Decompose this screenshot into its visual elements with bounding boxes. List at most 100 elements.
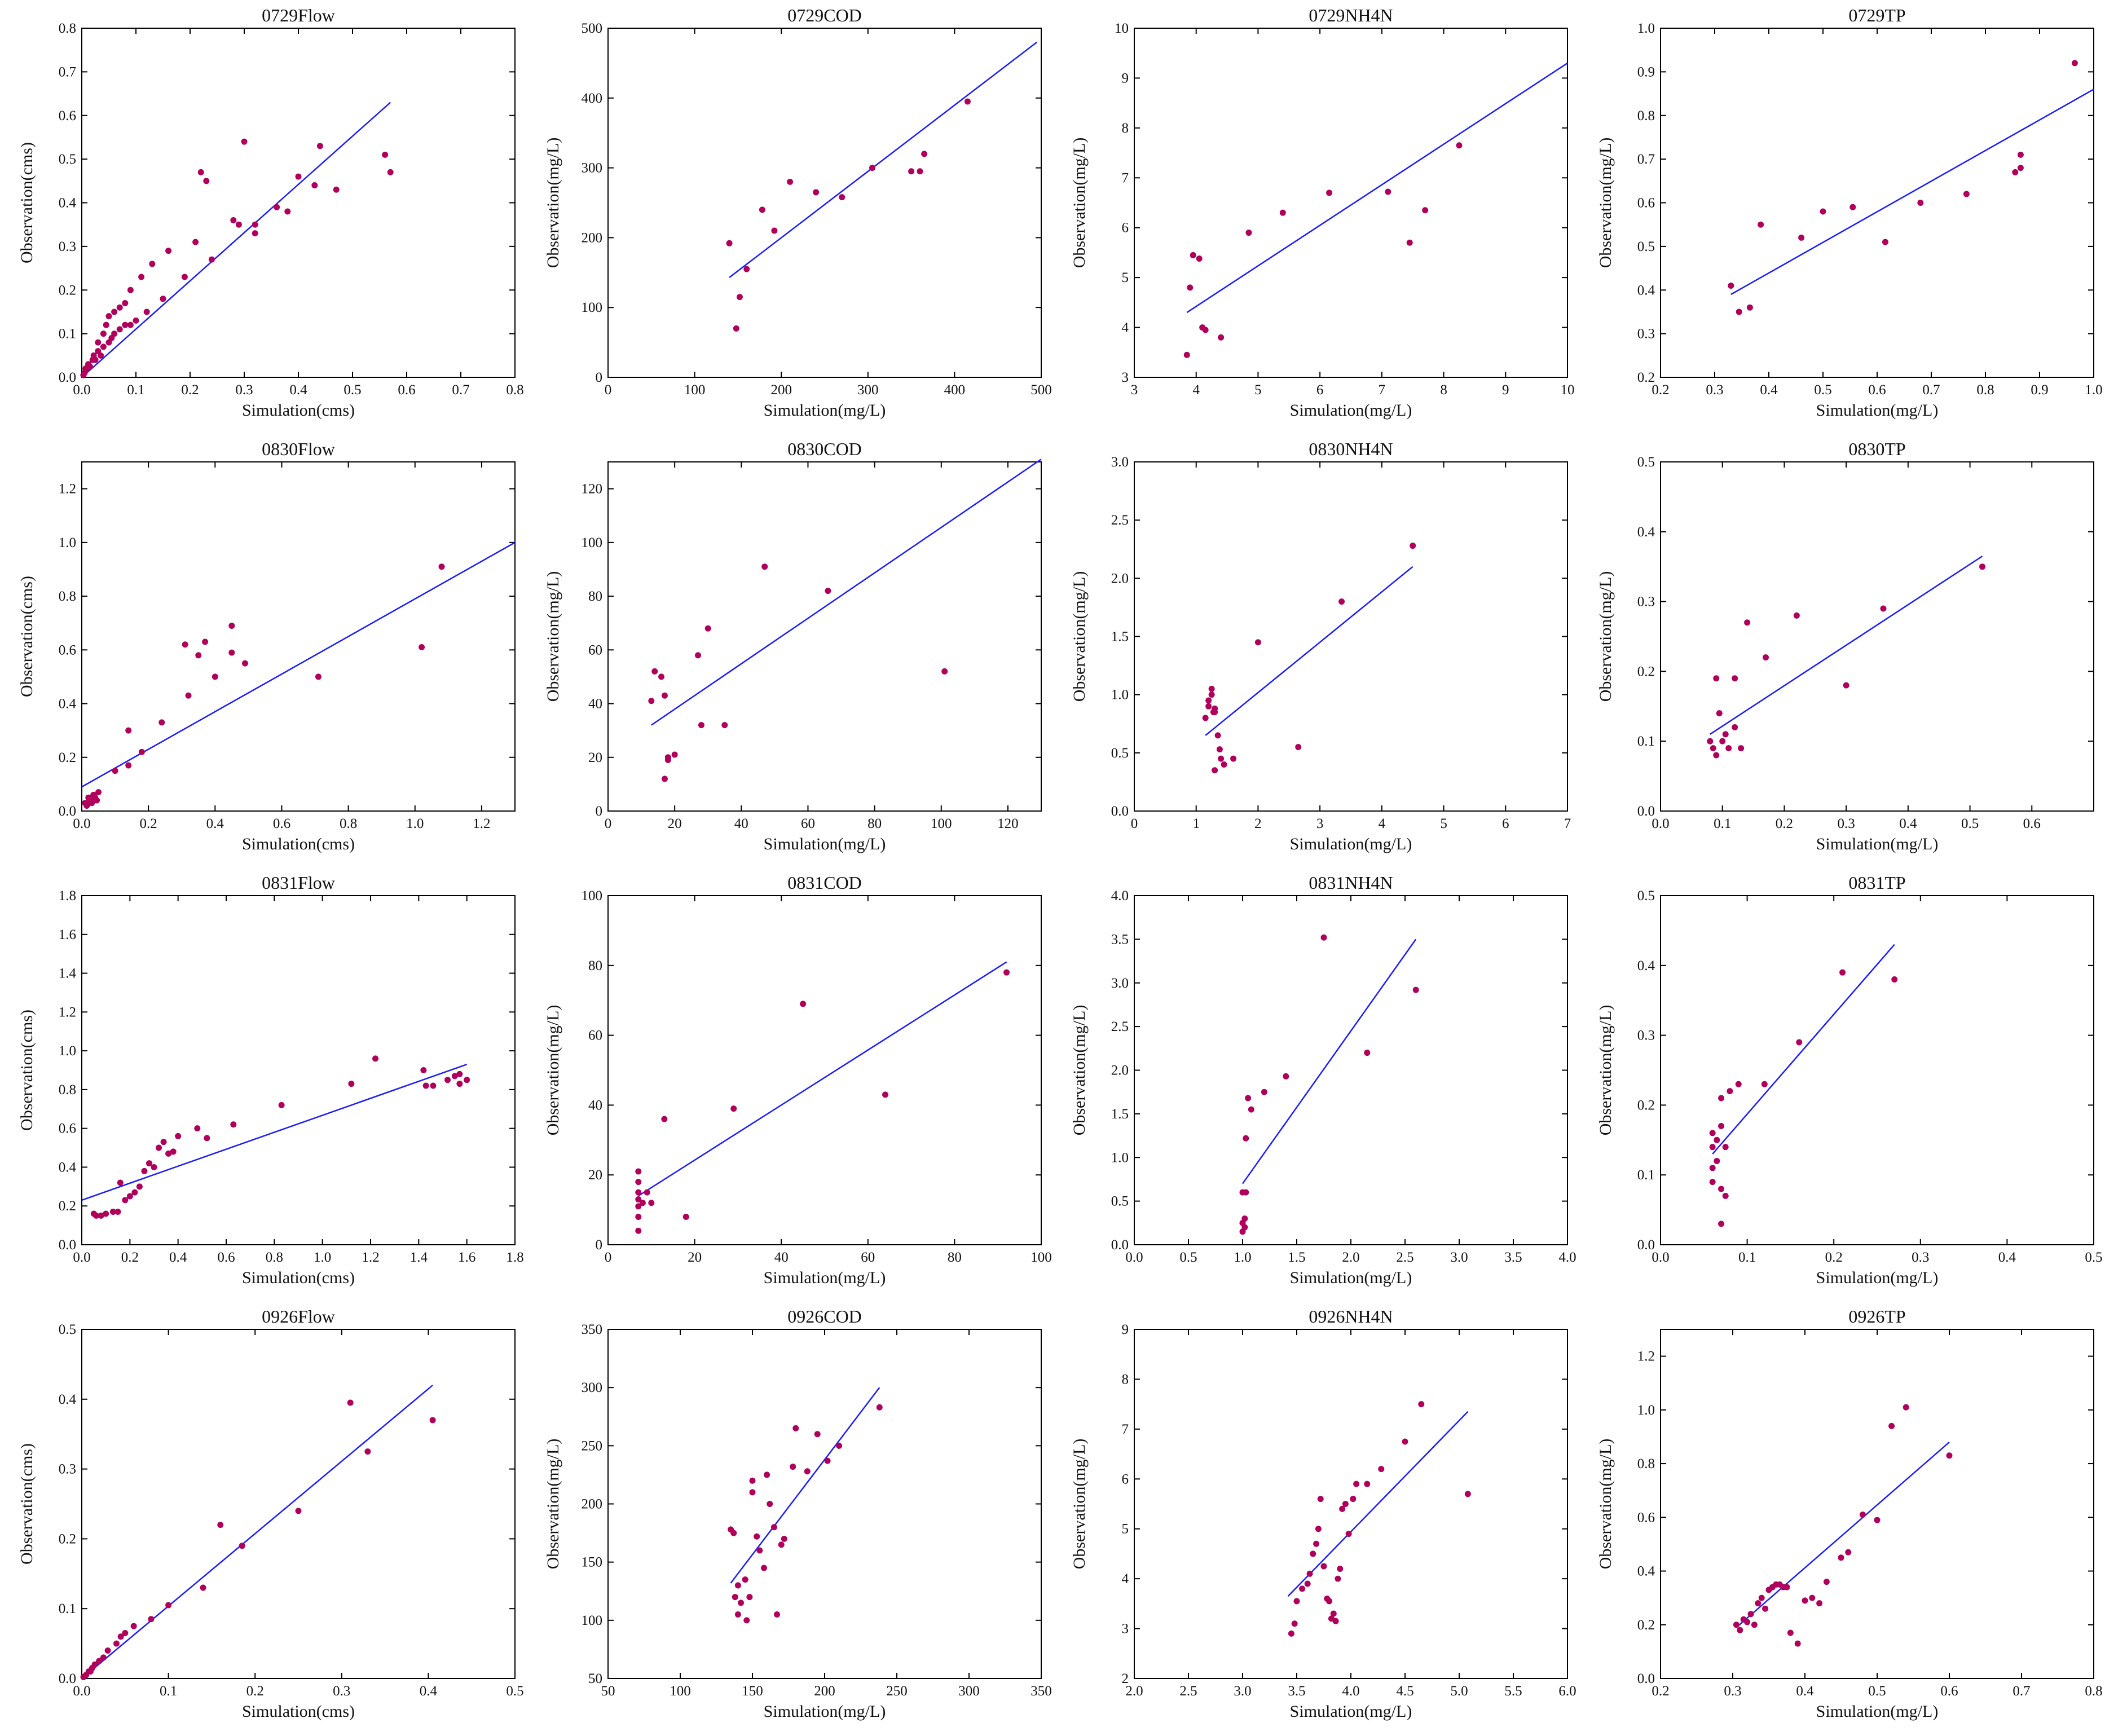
data-point	[103, 1210, 109, 1217]
x-tick-label: 150	[742, 1684, 763, 1699]
data-point	[1208, 685, 1215, 692]
x-tick-label: 0.0	[73, 816, 90, 831]
data-point	[1212, 767, 1218, 774]
plot-frame	[81, 28, 516, 378]
x-axis-label: Simulation(mg/L)	[1816, 1268, 1939, 1287]
data-point	[658, 673, 665, 680]
x-tick-label: 0.8	[340, 816, 357, 831]
data-point	[1330, 1610, 1337, 1617]
y-tick-label: 250	[582, 1438, 603, 1453]
y-tick-label: 4.0	[1111, 888, 1129, 904]
x-tick-label: 0	[605, 1250, 612, 1265]
data-point	[1306, 1570, 1313, 1577]
data-point	[778, 1541, 785, 1548]
data-point	[1762, 1605, 1769, 1612]
data-point	[698, 722, 704, 729]
x-tick-label: 0.4	[1899, 816, 1917, 831]
data-point	[1751, 1622, 1758, 1628]
x-tick-label: 3	[1131, 382, 1138, 398]
plot-frame	[1660, 461, 2094, 812]
data-point	[1339, 1505, 1346, 1512]
y-tick-label: 9	[1122, 71, 1129, 86]
y-tick-label: 5	[1122, 1522, 1129, 1537]
data-point	[126, 1193, 133, 1200]
y-axis-label: Observation(mg/L)	[1070, 1439, 1089, 1570]
data-point	[96, 1658, 103, 1664]
y-tick-label: 1.2	[59, 1004, 76, 1020]
data-point	[422, 1082, 429, 1089]
chart-title: 0729NH4N	[1309, 5, 1393, 25]
y-tick-label: 0.4	[59, 1160, 77, 1175]
y-tick-label: 7	[1122, 1422, 1129, 1437]
y-tick-label: 0.0	[59, 370, 76, 385]
data-point	[876, 1404, 883, 1411]
x-tick-label: 1.5	[1288, 1250, 1305, 1265]
data-point	[138, 748, 145, 755]
data-point	[230, 1121, 237, 1128]
chart-title: 0831Flow	[262, 873, 335, 893]
y-tick-label: 0.9	[1637, 64, 1655, 80]
data-point	[1716, 710, 1723, 717]
x-tick-label: 3.0	[1234, 1684, 1251, 1699]
y-tick-label: 0.2	[1637, 664, 1655, 679]
data-point	[315, 673, 322, 680]
x-tick-label: 4	[1379, 816, 1386, 831]
data-point	[204, 1135, 210, 1142]
y-tick-label: 0.3	[1637, 327, 1655, 342]
y-tick-label: 350	[582, 1322, 603, 1337]
data-point	[1205, 697, 1212, 704]
x-tick-label: 300	[958, 1684, 980, 1699]
data-point	[1288, 1630, 1294, 1637]
chart-0926flow: 0926Flow 0.0 0.1 0.2 0.3 0.4 0.5 0.0 0.1 0.2 0.3 0.…	[17, 1306, 524, 1721]
chart-title: 0729Flow	[262, 5, 335, 25]
data-point	[1845, 1549, 1852, 1556]
x-tick-label: 0.3	[333, 1684, 350, 1699]
y-tick-label: 0.6	[1637, 196, 1655, 211]
data-point	[635, 1213, 642, 1220]
data-point	[1335, 1575, 1341, 1582]
plot-frame	[1134, 461, 1568, 812]
x-tick-label: 300	[857, 382, 879, 398]
plot-frame	[607, 895, 1042, 1245]
data-point	[1714, 1136, 1720, 1143]
chart-0830flow: 0830Flow 0.0 0.2 0.4 0.6 0.8 1.0 1.2 0.0 0.2 0.4 0.…	[17, 439, 516, 853]
y-tick-label: 0.5	[1637, 888, 1655, 904]
x-tick-label: 4.0	[1342, 1684, 1359, 1699]
data-point	[734, 1611, 741, 1618]
data-point	[1202, 327, 1209, 333]
x-tick-label: 0.2	[1825, 1250, 1843, 1265]
data-point	[430, 1082, 437, 1089]
data-point	[1719, 738, 1726, 744]
data-point	[1744, 619, 1751, 626]
data-point	[122, 1630, 129, 1637]
plot-frame	[1660, 1329, 2094, 1679]
data-point	[648, 1200, 655, 1206]
y-tick-label: 0.2	[1637, 370, 1655, 385]
y-tick-label: 5	[1122, 270, 1129, 285]
data-point	[1718, 1123, 1725, 1130]
x-tick-label: 3	[1316, 816, 1324, 831]
data-point	[1917, 200, 1924, 206]
data-point	[732, 1594, 738, 1601]
x-tick-label: 1.8	[506, 1250, 523, 1265]
x-tick-label: 0.0	[73, 1684, 90, 1699]
y-axis-label: Observation(mg/L)	[1596, 1005, 1615, 1136]
y-tick-label: 8	[1122, 121, 1129, 136]
y-tick-label: 1.4	[59, 966, 77, 981]
data-point	[1279, 209, 1286, 216]
data-point	[235, 221, 242, 228]
data-point	[635, 1168, 642, 1175]
chart-0926cod: 0926COD 50 100 150 200 250 300 350 50 100 150 200 25…	[544, 1306, 1052, 1721]
data-point	[1243, 1135, 1249, 1142]
data-point	[111, 331, 118, 337]
data-point	[651, 668, 658, 675]
data-point	[208, 256, 215, 263]
data-point	[112, 768, 118, 774]
x-tick-label: 6	[1502, 816, 1509, 831]
x-tick-label: 10	[1561, 382, 1575, 398]
data-point	[1727, 1088, 1733, 1095]
data-point	[116, 326, 123, 333]
data-point	[1378, 1466, 1385, 1473]
y-axis-label: Observation(mg/L)	[1070, 1005, 1089, 1136]
data-point	[1317, 1496, 1324, 1503]
